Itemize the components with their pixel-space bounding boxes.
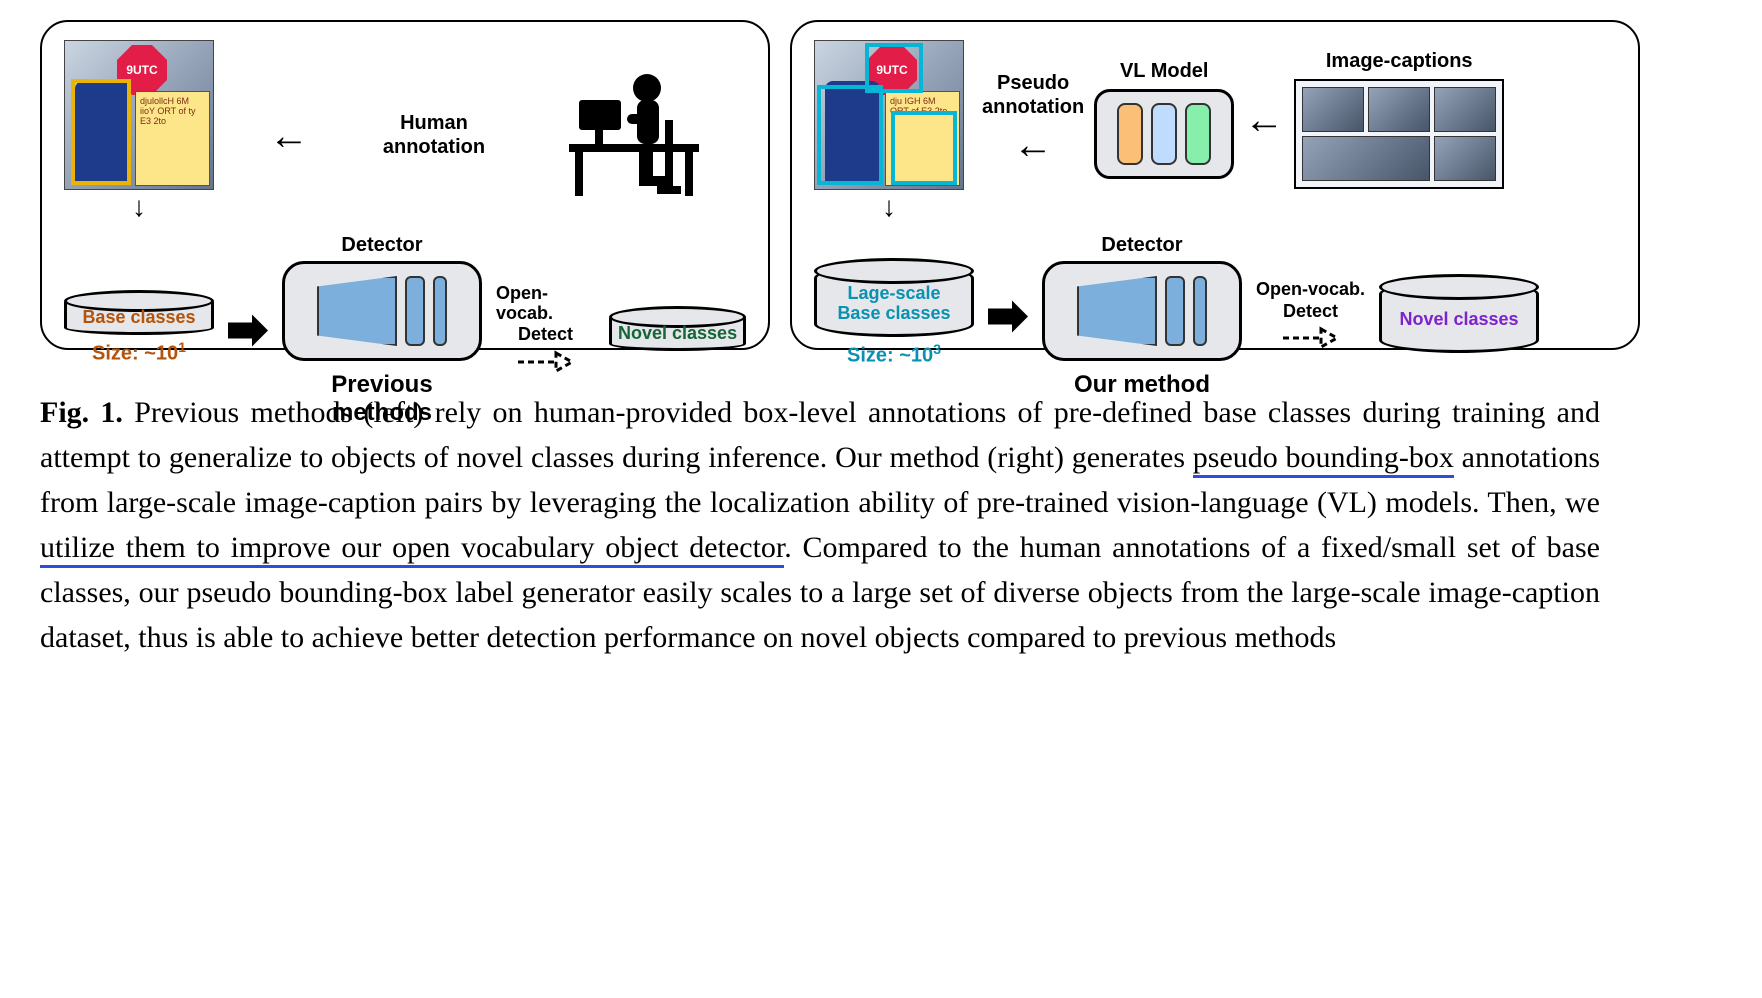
vl-model-title: VL Model [1120, 60, 1209, 83]
left-arrow-icon: ← [1013, 121, 1053, 168]
human-at-desk-icon [569, 70, 709, 200]
sample-image-right: 9UTC dju IGH 6M ORT of E3 2to [814, 40, 964, 190]
thick-arrow-icon [988, 297, 1028, 337]
novel-classes-label: Novel classes [618, 318, 737, 344]
image-captions-gallery: Image-captions [1294, 50, 1504, 189]
right-image-column: 9UTC dju IGH 6M ORT of E3 2to ↓ [814, 40, 964, 224]
novel-classes-db-right: Novel classes [1379, 281, 1539, 353]
vl-model: VL Model [1094, 60, 1234, 179]
figure-caption: Fig. 1. Previous methods (left) rely on … [40, 390, 1600, 660]
base-classes-label: Lage-scaleBase classes [837, 278, 950, 324]
method-label-right: Our method [1074, 371, 1210, 399]
backbone-shape [1077, 276, 1157, 346]
detector-title: Detector [1101, 234, 1182, 257]
detector-right: Detector Our method [1042, 234, 1242, 399]
detector-left: Detector Previous methods [282, 234, 482, 427]
vl-bar-3 [1185, 103, 1211, 165]
ov-line1: Open-vocab. [496, 284, 595, 324]
bbox-yellow-person [71, 79, 131, 185]
detector-title: Detector [341, 234, 422, 257]
thumb [1302, 136, 1430, 181]
thick-arrow-icon [228, 311, 268, 351]
bbox-cyan-person [817, 85, 883, 185]
ov-line1: Open-vocab. [1256, 280, 1365, 300]
left-image-column: 9UTC djulollcH 6M iioY ORT of ty E3 2to … [64, 40, 214, 224]
caption-underline-1: pseudo bounding-box [1193, 441, 1454, 478]
size-label-right: Size: ~103 [847, 341, 941, 368]
down-arrow-icon: ↓ [64, 192, 214, 224]
head-bar-1 [1165, 276, 1185, 346]
head-bar-1 [405, 276, 425, 346]
caption-underline-2: utilize them to improve our open vocabul… [40, 531, 784, 568]
down-arrow-icon: ↓ [814, 192, 964, 224]
bbox-cyan-sign [891, 111, 957, 185]
pseudo-annotation-label: Pseudo annotation [982, 71, 1084, 119]
base-classes-db-right: Lage-scaleBase classes Size: ~103 [814, 265, 974, 368]
ov-line2: Detect [518, 325, 573, 345]
thumb [1302, 87, 1364, 132]
left-arrow-icon: ← [269, 112, 309, 159]
open-vocab-arrow-right: Open-vocab. Detect [1256, 280, 1365, 354]
ov-line2: Detect [1283, 302, 1338, 322]
panel-previous-methods: 9UTC djulollcH 6M iioY ORT of ty E3 2to … [40, 20, 770, 350]
sample-image-left: 9UTC djulollcH 6M iioY ORT of ty E3 2to [64, 40, 214, 190]
figure-1: 9UTC djulollcH 6M iioY ORT of ty E3 2to … [40, 20, 1722, 350]
left-arrow-icon: ← [1244, 96, 1284, 143]
open-vocab-arrow-left: Open-vocab. Detect [496, 284, 595, 377]
base-classes-label: Base classes [82, 302, 195, 328]
novel-classes-db-left: Novel classes [609, 311, 746, 351]
backbone-shape [317, 276, 397, 346]
vl-bar-2 [1151, 103, 1177, 165]
novel-classes-label: Novel classes [1399, 304, 1518, 330]
thumb [1434, 136, 1496, 181]
base-classes-db-left: Base classes Size: ~101 [64, 295, 214, 366]
thumb [1434, 87, 1496, 132]
human-annotation-label: Human annotation [383, 111, 485, 159]
head-bar-2 [433, 276, 447, 346]
sign-text: djulollcH 6M iioY ORT of ty E3 2to [135, 91, 210, 186]
method-label-left: Previous methods [282, 371, 482, 427]
panel-our-method: 9UTC dju IGH 6M ORT of E3 2to ↓ Pseudo a… [790, 20, 1640, 350]
gallery-title: Image-captions [1326, 50, 1473, 73]
thumb [1368, 87, 1430, 132]
size-label-left: Size: ~101 [92, 339, 186, 366]
vl-bar-1 [1117, 103, 1143, 165]
head-bar-2 [1193, 276, 1207, 346]
